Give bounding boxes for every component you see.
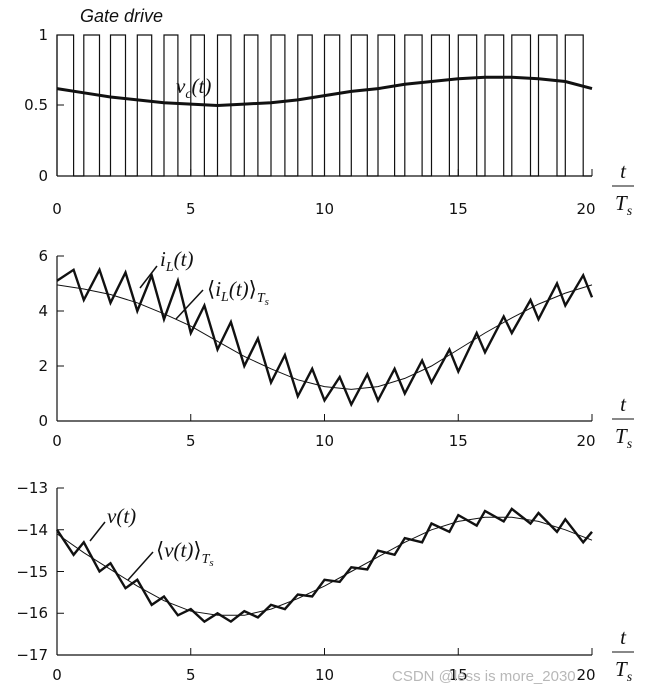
fraction-denominator: Ts [615,191,633,219]
x-tick-label: 20 [576,200,595,218]
label-vc-base: v [176,74,186,98]
leader-v-average [127,551,154,581]
y-tick-label: 1 [38,26,48,44]
x-tick-label: 15 [449,200,468,218]
label-vc: vc(t) [176,74,211,102]
y-tick-label: 0 [38,412,48,430]
fraction-denominator-base: T [615,191,628,215]
leader-v [89,521,106,542]
label-iL-average: ⟨iL(t)⟩Ts [207,277,269,308]
label-outer-sub-sub: s [265,296,269,308]
label-vc-sub: c [185,87,192,102]
label-bracket-close: ⟩ [249,277,257,301]
chart-title: Gate drive [80,6,163,26]
label-v-base: v [107,504,117,528]
fraction-numerator: t [620,392,627,416]
x-tick-label: 5 [186,200,196,218]
y-tick-label: −13 [16,479,48,497]
fraction-numerator: t [620,159,627,183]
x-ticks: 0 5 10 15 20 [52,414,596,450]
x-tick-label: 10 [315,200,334,218]
y-tick-label: 0 [38,167,48,185]
label-v-average-arg: (t) [174,538,194,562]
y-tick-label: 4 [38,302,48,320]
x-axis-unit-fraction: t Ts [612,159,634,219]
label-bracket-close: ⟩ [193,538,201,562]
x-tick-label: 10 [315,666,334,684]
leader-iL [139,265,158,289]
x-tick-label: 0 [52,666,62,684]
y-tick-label: −16 [16,604,48,622]
label-iL-arg: (t) [174,247,194,271]
series-gate-drive [56,34,592,177]
fraction-denominator-base: T [615,657,628,681]
panel-output-voltage: −13 −14 −15 −16 −17 0 5 10 15 20 v(t) ⟨v… [16,479,634,685]
x-axis-unit-fraction: t Ts [612,392,634,452]
label-iL-average-base: i [215,277,221,301]
fraction-numerator: t [620,625,627,649]
label-v-arg: (t) [116,504,136,528]
panel-gate-drive: 1 0.5 0 0 5 10 15 20 Gate drive vc(t) t … [24,6,634,219]
y-tick-label: 0.5 [24,96,48,114]
label-outer-sub: T [202,552,211,567]
y-ticks: 6 4 2 0 [38,247,64,430]
x-tick-label: 0 [52,432,62,450]
y-ticks: −13 −14 −15 −16 −17 [16,479,64,664]
y-tick-label: −14 [16,521,48,539]
y-tick-label: 2 [38,357,48,375]
x-tick-label: 15 [449,432,468,450]
series-iL-average [56,284,593,390]
label-vc-arg: (t) [192,74,212,98]
x-axis-unit-fraction: t Ts [612,625,634,685]
series-iL [56,266,594,408]
y-ticks: 1 0.5 0 [24,26,64,185]
x-tick-label: 15 [449,666,468,684]
panel-inductor-current: 6 4 2 0 0 5 10 15 20 iL(t) ⟨iL(t)⟩Ts t [38,247,634,452]
fraction-denominator-sub: s [627,204,633,219]
label-v-average-base: v [164,538,174,562]
label-outer-sub-sub: s [209,557,213,569]
x-ticks: 0 5 10 15 20 [52,648,596,684]
label-bracket-open: ⟨ [207,277,215,301]
fraction-denominator: Ts [615,657,633,685]
series-v-average [56,516,593,616]
x-tick-label: 20 [576,666,595,684]
y-tick-label: −17 [16,646,48,664]
series-vc [56,75,593,108]
x-tick-label: 20 [576,432,595,450]
label-v-average: ⟨v(t)⟩Ts [156,538,214,569]
fraction-denominator-base: T [615,424,628,448]
label-iL-sub: L [165,260,174,275]
label-iL-base: i [160,247,166,271]
x-tick-label: 10 [315,432,334,450]
label-v: v(t) [107,504,136,528]
fraction-denominator-sub: s [627,670,633,685]
label-iL: iL(t) [160,247,193,275]
label-outer-sub: T [257,291,266,306]
leader-iL-average [175,289,204,320]
watermark: CSDN @less is more_2030 [392,668,576,685]
fraction-denominator: Ts [615,424,633,452]
y-tick-label: −15 [16,563,48,581]
label-bracket-open: ⟨ [156,538,164,562]
x-tick-label: 5 [186,666,196,684]
label-iL-average-arg: (t) [229,277,249,301]
series-v [56,507,593,624]
label-iL-average-sub: L [220,290,229,305]
y-tick-label: 6 [38,247,48,265]
fraction-denominator-sub: s [627,437,633,452]
x-tick-label: 5 [186,432,196,450]
x-tick-label: 0 [52,200,62,218]
